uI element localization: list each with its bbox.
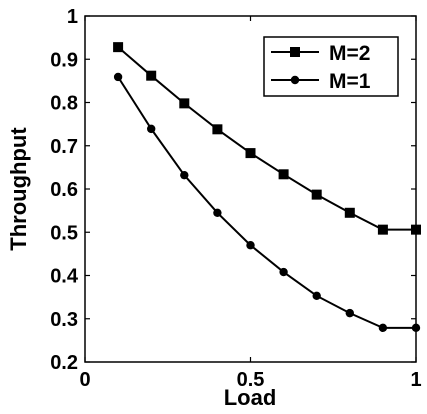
legend-marker-M=1 bbox=[290, 75, 300, 85]
ticks-layer: 0 0.5 1 0.2 0.3 0.4 0.5 0.6 0.7 0.8 0.9 1 bbox=[50, 6, 421, 391]
y-tick-label: 0.4 bbox=[50, 266, 79, 288]
data-point-M=2 bbox=[278, 169, 289, 180]
legend-label: M=1 bbox=[329, 70, 371, 93]
legend-entries: M=2M=1 bbox=[271, 42, 371, 93]
series-line-M=1 bbox=[117, 76, 416, 329]
y-tick-label: 0.6 bbox=[50, 179, 78, 201]
y-tick-label: 0.7 bbox=[50, 136, 78, 158]
data-point-M=2 bbox=[179, 98, 190, 109]
x-tick-label: 0.5 bbox=[237, 369, 265, 391]
y-tick-label: 0.8 bbox=[50, 93, 78, 115]
data-point-M=1 bbox=[279, 267, 288, 277]
data-point-M=2 bbox=[212, 124, 223, 135]
data-point-M=1 bbox=[246, 241, 255, 250]
y-tick-label: 0.5 bbox=[50, 222, 78, 244]
legend-label: M=2 bbox=[329, 42, 370, 65]
data-point-M=1 bbox=[113, 72, 123, 82]
data-point-M=1 bbox=[411, 323, 421, 333]
data-point-M=2 bbox=[113, 42, 124, 53]
data-point-M=1 bbox=[345, 308, 354, 318]
data-point-M=1 bbox=[312, 291, 321, 301]
y-tick-label: 0.3 bbox=[50, 309, 78, 331]
data-point-M=2 bbox=[146, 70, 157, 81]
data-point-M=1 bbox=[378, 323, 388, 333]
data-point-M=2 bbox=[377, 224, 388, 235]
y-tick-label: 0.9 bbox=[50, 49, 78, 71]
y-tick-label: 0.2 bbox=[50, 352, 78, 374]
x-tick-label: 1 bbox=[410, 369, 421, 391]
legend-box bbox=[263, 36, 399, 97]
data-point-M=2 bbox=[344, 207, 355, 218]
data-point-M=1 bbox=[213, 208, 222, 217]
data-point-M=2 bbox=[311, 189, 322, 200]
x-axis-label: Load bbox=[224, 385, 277, 409]
y-tick-label: 1 bbox=[67, 6, 78, 28]
legend-marker-M=2 bbox=[290, 47, 300, 57]
series-layer bbox=[113, 42, 421, 333]
y-axis-label: Throughput bbox=[6, 127, 31, 251]
x-tick-label: 0 bbox=[79, 369, 90, 391]
data-point-M=1 bbox=[180, 170, 189, 180]
data-point-M=2 bbox=[245, 148, 256, 159]
data-point-M=1 bbox=[147, 124, 156, 134]
series-line-M=2 bbox=[117, 46, 416, 231]
data-point-M=2 bbox=[411, 224, 421, 235]
legend: M=2M=1 bbox=[263, 36, 399, 97]
